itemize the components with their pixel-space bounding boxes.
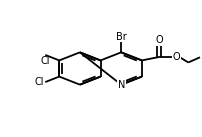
Text: Br: Br	[116, 32, 127, 42]
Text: O: O	[155, 35, 163, 45]
Text: Cl: Cl	[34, 77, 44, 87]
Text: N: N	[118, 80, 125, 90]
Text: O: O	[172, 52, 180, 62]
Text: Cl: Cl	[41, 56, 50, 66]
